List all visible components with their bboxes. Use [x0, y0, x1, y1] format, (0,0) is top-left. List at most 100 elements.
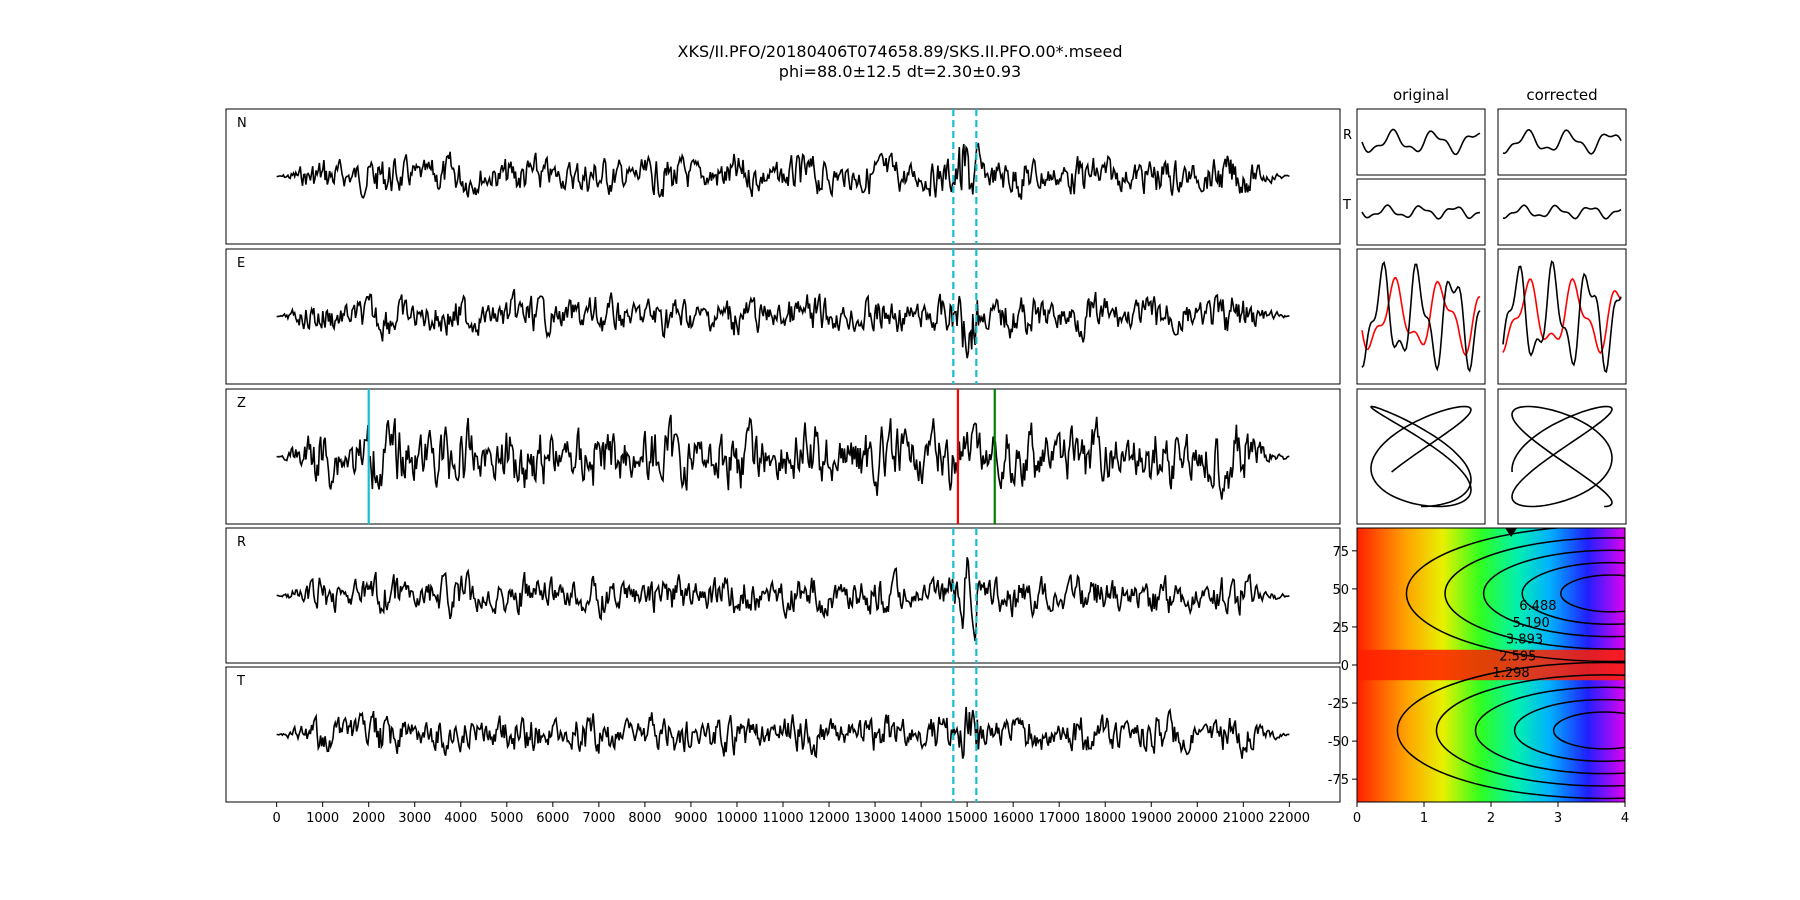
x-tick-label: 4	[1621, 811, 1629, 826]
column-title-original: original	[1393, 86, 1449, 104]
mini-waveform-black	[1502, 260, 1622, 374]
mini-panel-corrected-1	[1497, 178, 1627, 246]
y-tick-label: -50	[1328, 735, 1349, 750]
waveform-z	[276, 414, 1290, 500]
x-tick-label: 15000	[946, 811, 987, 826]
x-tick-label: 0	[272, 811, 280, 826]
panel-frame	[225, 527, 1341, 664]
mini-frame	[1356, 178, 1486, 246]
mini-frame	[1356, 108, 1486, 176]
mini-panel-corrected-3	[1497, 388, 1627, 525]
x-tick-label: 11000	[762, 811, 803, 826]
x-tick-label: 1000	[306, 811, 339, 826]
contour-label: 6.488	[1519, 599, 1556, 614]
panel-label: R	[237, 535, 246, 550]
panel-label: T	[236, 674, 245, 689]
mini-waveform	[1503, 204, 1622, 220]
y-tick-label: 0	[1341, 659, 1349, 674]
contour-line	[1513, 698, 1625, 762]
x-tick-label: 9000	[674, 811, 707, 826]
column-title-corrected: corrected	[1526, 86, 1597, 104]
x-tick-label: 8000	[628, 811, 661, 826]
contour-line	[1560, 574, 1625, 613]
x-tick-label: 4000	[444, 811, 477, 826]
x-tick-label: 18000	[1085, 811, 1126, 826]
mini-panel-corrected-0	[1497, 108, 1627, 176]
panel-frame	[225, 388, 1341, 525]
waveform-e	[276, 288, 1290, 359]
contour-line	[1521, 561, 1625, 625]
mini-waveform-red	[1361, 276, 1481, 357]
x-tick-label: 3	[1554, 811, 1562, 826]
panel-frame	[225, 666, 1341, 803]
x-tick-label: 0	[1353, 811, 1361, 826]
x-tick-label: 7000	[582, 811, 615, 826]
trace-panel-z: Z	[225, 388, 1341, 525]
row-label-t: T	[1342, 198, 1351, 213]
mini-waveform-red	[1502, 277, 1622, 355]
x-tick-label: 2	[1487, 811, 1495, 826]
contour-label: 1.298	[1492, 666, 1529, 681]
x-tick-label: 20000	[1177, 811, 1218, 826]
x-tick-label: 10000	[716, 811, 757, 826]
x-tick-label: 6000	[536, 811, 569, 826]
y-tick-label: -75	[1328, 773, 1349, 788]
x-tick-label: 16000	[992, 811, 1033, 826]
y-tick-label: 75	[1332, 545, 1349, 560]
mini-panel-corrected-2	[1497, 248, 1627, 385]
mini-panel-original-1	[1356, 178, 1486, 246]
contour-label: 5.190	[1513, 616, 1550, 631]
x-tick-label: 12000	[808, 811, 849, 826]
trace-panel-r: R	[225, 527, 1341, 664]
mini-waveform	[1361, 128, 1481, 156]
y-tick-label: -25	[1328, 697, 1349, 712]
x-tick-label: 22000	[1269, 811, 1310, 826]
contour-label: 2.595	[1499, 649, 1536, 664]
contour-line	[1396, 661, 1625, 800]
contour-line	[1474, 686, 1625, 775]
mini-frame	[1356, 388, 1486, 525]
waveform-t	[276, 706, 1290, 759]
waveform-n	[276, 142, 1290, 200]
mini-waveform-black	[1361, 260, 1481, 373]
best-estimate-marker	[1505, 528, 1518, 537]
y-tick-label: 25	[1332, 621, 1349, 636]
waveform-r	[276, 557, 1290, 642]
mini-panel-original-3	[1356, 388, 1486, 525]
x-tick-label: 3000	[398, 811, 431, 826]
x-tick-label: 13000	[854, 811, 895, 826]
chart-subtitle: phi=88.0±12.5 dt=2.30±0.93	[778, 62, 1022, 81]
trace-panel-e: E	[225, 248, 1341, 385]
mini-waveform	[1502, 129, 1622, 155]
trace-panel-t: T	[225, 666, 1341, 803]
particle-motion	[1370, 405, 1472, 508]
mini-frame	[1497, 108, 1627, 176]
trace-panel-n: N	[225, 108, 1341, 245]
y-tick-label: 50	[1332, 583, 1349, 598]
contour-label: 3.893	[1506, 633, 1543, 648]
row-label-r: R	[1343, 128, 1352, 143]
panel-label: Z	[237, 396, 246, 411]
contour-line	[1552, 711, 1625, 750]
mini-panel-original-2	[1356, 248, 1486, 385]
x-tick-label: 19000	[1131, 811, 1172, 826]
contour-line	[1435, 674, 1625, 787]
x-tick-label: 17000	[1039, 811, 1080, 826]
contour-line	[1444, 537, 1625, 650]
panel-label: N	[237, 116, 247, 131]
x-tick-label: 5000	[490, 811, 523, 826]
x-tick-label: 1	[1420, 811, 1428, 826]
mini-frame	[1497, 248, 1627, 385]
mini-waveform	[1361, 204, 1481, 220]
panel-frame	[225, 248, 1341, 385]
panel-label: E	[237, 256, 245, 271]
x-tick-label: 21000	[1223, 811, 1264, 826]
contour-line	[1405, 528, 1625, 663]
chart-title: XKS/II.PFO/20180406T074658.89/SKS.II.PFO…	[677, 42, 1123, 61]
x-tick-label: 14000	[900, 811, 941, 826]
contour-line	[1482, 549, 1625, 638]
mini-panel-original-0	[1356, 108, 1486, 176]
x-tick-label: 2000	[352, 811, 385, 826]
